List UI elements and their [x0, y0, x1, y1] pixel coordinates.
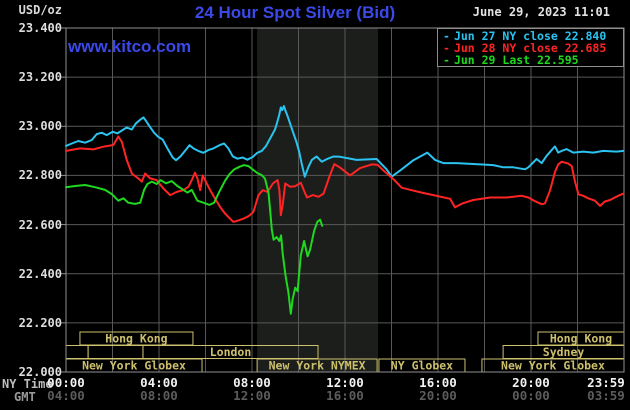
session-label: New York Globex — [501, 359, 605, 373]
y-axis-tick-label: 22.400 — [18, 266, 62, 281]
session-label: London — [210, 345, 252, 359]
session-box — [142, 345, 319, 359]
session-label: Hong Kong — [550, 332, 612, 346]
datetime-label: June 29, 2023 11:01 — [472, 5, 610, 19]
nymex-highlight-band — [257, 28, 379, 372]
ny-time-tick-label: 08:00 — [233, 375, 271, 390]
gmt-tick-label: 04:00 — [47, 388, 85, 403]
chart-title: 24 Hour Spot Silver (Bid) — [194, 3, 396, 22]
ny-time-tick-label: 00:00 — [47, 375, 85, 390]
y-axis-tick-label: 23.000 — [18, 119, 62, 134]
gmt-tick-label: 20:00 — [419, 388, 457, 403]
session-label: New York Globex — [82, 359, 186, 373]
y-axis-unit-label: USD/oz — [18, 3, 62, 17]
gmt-tick-label: 08:00 — [140, 388, 178, 403]
y-axis-tick-label: 22.600 — [18, 217, 62, 232]
legend-item: - Jun 28 NY close 22.685 — [438, 42, 623, 54]
kitco-watermark-link[interactable]: www.kitco.com — [68, 37, 192, 56]
gmt-axis-caption: GMT — [14, 390, 36, 404]
price-line-series-2 — [65, 135, 625, 223]
legend-series-label: Jun 27 NY close 22.840 — [453, 29, 607, 43]
legend-series-marker: - — [443, 53, 450, 67]
legend-item: - Jun 27 NY close 22.840 — [438, 30, 623, 42]
legend-series-label: Jun 28 NY close 22.685 — [453, 41, 607, 55]
session-box — [87, 345, 144, 359]
ny-time-axis-caption: NY Time — [2, 377, 53, 391]
y-axis-tick-label: 22.800 — [18, 168, 62, 183]
session-label: New York NYMEX — [269, 359, 366, 373]
session-label: Sydney — [543, 345, 585, 359]
gmt-tick-label: 00:00 — [512, 388, 550, 403]
ny-time-tick-label: 04:00 — [140, 375, 178, 390]
ny-time-tick-label: 20:00 — [512, 375, 550, 390]
session-box — [65, 345, 89, 359]
session-label: NY Globex — [391, 359, 453, 373]
y-axis-tick-label: 22.200 — [18, 315, 62, 330]
plot-frame — [65, 27, 625, 373]
gmt-tick-label: 12:00 — [233, 388, 271, 403]
gmt-tick-label: 03:59 — [587, 388, 625, 403]
y-axis-tick-label: 23.200 — [18, 70, 62, 85]
price-line-series-1 — [65, 105, 625, 178]
ny-time-tick-label: 16:00 — [419, 375, 457, 390]
price-line-series-3 — [65, 164, 324, 315]
legend-series-label: Jun 29 Last 22.595 — [453, 53, 579, 67]
y-axis-tick-label: 23.400 — [18, 21, 62, 35]
gmt-tick-label: 16:00 — [326, 388, 364, 403]
legend-item: - Jun 29 Last 22.595 — [438, 54, 623, 66]
legend-series-marker: - — [443, 41, 450, 55]
session-label: Hong Kong — [105, 332, 167, 346]
legend-box: - Jun 27 NY close 22.840- Jun 28 NY close … — [437, 28, 624, 67]
legend-series-marker: - — [443, 29, 450, 43]
y-axis-tick-label: 22.000 — [18, 365, 62, 379]
ny-time-tick-label: 12:00 — [326, 375, 364, 390]
ny-time-tick-label: 23:59 — [587, 375, 625, 390]
